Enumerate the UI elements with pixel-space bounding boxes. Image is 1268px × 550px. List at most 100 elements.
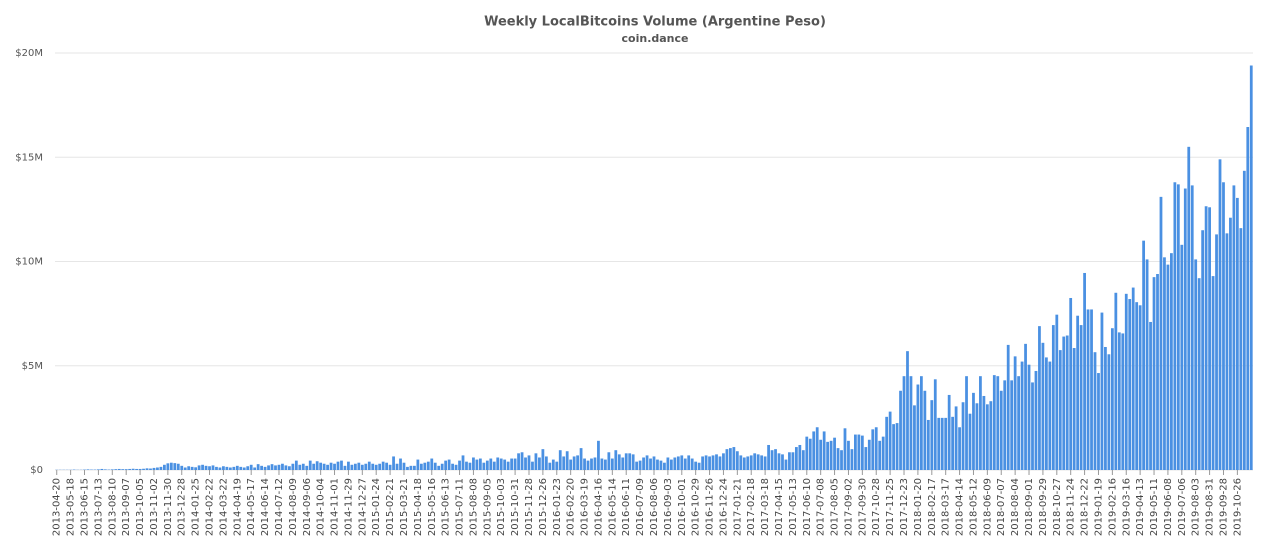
bar	[961, 402, 965, 470]
bar	[430, 458, 434, 470]
bar	[645, 455, 649, 470]
bar	[496, 457, 500, 470]
bar	[308, 460, 312, 470]
bar	[524, 457, 527, 470]
bar	[124, 469, 128, 470]
bar	[298, 464, 302, 470]
bar	[364, 463, 368, 470]
bar	[392, 456, 395, 470]
bar	[513, 458, 517, 470]
bar	[1124, 293, 1128, 470]
bar	[319, 462, 323, 470]
x-tick-label: 2015-05-16	[427, 478, 438, 536]
bar	[1090, 309, 1093, 470]
bar	[819, 439, 823, 470]
x-tick-label: 2017-06-10	[802, 478, 813, 536]
x-tick-label: 2016-10-01	[677, 478, 688, 536]
bar	[704, 455, 708, 470]
bar	[944, 417, 948, 470]
bar	[1208, 207, 1211, 471]
x-tick-label: 2017-04-15	[774, 478, 785, 536]
bar	[742, 457, 746, 470]
bar	[885, 416, 889, 470]
bar	[1034, 370, 1038, 470]
bar	[572, 456, 576, 470]
bar	[1204, 206, 1208, 470]
bar	[371, 463, 375, 470]
x-tick-label: 2016-12-24	[718, 478, 729, 536]
bar	[722, 453, 725, 470]
bar	[854, 434, 857, 470]
bar	[97, 469, 100, 470]
bar	[1142, 240, 1146, 470]
bar	[1145, 259, 1149, 470]
bar	[381, 461, 385, 470]
bar	[805, 436, 809, 470]
bar	[211, 465, 215, 470]
bar	[753, 453, 757, 470]
bar	[1128, 299, 1132, 470]
bar	[607, 452, 611, 470]
bar	[881, 436, 885, 470]
x-tick-label: 2018-01-20	[913, 478, 924, 536]
bar	[1201, 230, 1205, 470]
y-tick-label: $0	[30, 465, 43, 476]
bar	[385, 462, 389, 470]
bar	[103, 469, 107, 470]
bar	[447, 459, 451, 470]
x-tick-label: 2014-10-04	[316, 478, 327, 536]
bar	[975, 403, 979, 470]
x-tick-label: 2014-08-09	[288, 478, 299, 536]
x-tick-label: 2015-09-05	[482, 478, 493, 536]
bar	[1017, 376, 1020, 470]
bar	[131, 468, 135, 470]
x-tick-label: 2019-09-28	[1218, 478, 1229, 536]
bar	[326, 464, 329, 470]
x-tick-label: 2015-11-28	[524, 478, 535, 536]
x-tick-label: 2017-05-13	[788, 478, 799, 536]
bar	[1079, 325, 1083, 470]
bar	[631, 454, 635, 470]
bar	[468, 462, 472, 470]
bar	[114, 469, 118, 470]
y-tick-label: $10M	[15, 257, 43, 268]
x-tick-label: 2016-05-14	[607, 478, 618, 536]
bar	[1235, 197, 1239, 470]
bar	[503, 459, 507, 470]
bar	[1065, 335, 1069, 470]
bar	[1107, 354, 1111, 470]
bar	[225, 466, 229, 470]
bar	[562, 456, 566, 470]
bar	[406, 466, 409, 470]
bar	[833, 437, 836, 470]
x-tick-label: 2018-09-01	[1024, 478, 1035, 536]
x-tick-label: 2018-10-27	[1052, 478, 1063, 536]
bar	[399, 458, 402, 470]
x-tick-label: 2016-01-23	[552, 478, 563, 536]
bar	[1083, 272, 1086, 470]
bar	[909, 376, 913, 470]
bar	[145, 468, 149, 470]
x-tick-label: 2014-01-25	[191, 478, 202, 536]
bar	[1249, 65, 1253, 470]
bar	[541, 449, 545, 470]
x-tick-label: 2019-07-06	[1177, 478, 1188, 536]
bar	[676, 456, 680, 470]
bar	[979, 376, 982, 470]
bar	[801, 450, 805, 470]
bar	[871, 429, 875, 470]
x-tick-label: 2015-08-08	[468, 478, 479, 536]
bar	[1159, 196, 1163, 471]
x-tick-label: 2014-09-06	[302, 478, 313, 536]
bar	[482, 462, 486, 470]
bar	[874, 427, 878, 470]
bar	[239, 466, 243, 470]
bar	[593, 457, 597, 470]
bar	[958, 427, 961, 470]
x-tick-label: 2015-10-03	[496, 478, 507, 536]
bar	[576, 455, 579, 470]
bar	[829, 440, 833, 470]
bar	[284, 465, 288, 470]
bar	[603, 459, 607, 470]
bar	[569, 459, 573, 470]
